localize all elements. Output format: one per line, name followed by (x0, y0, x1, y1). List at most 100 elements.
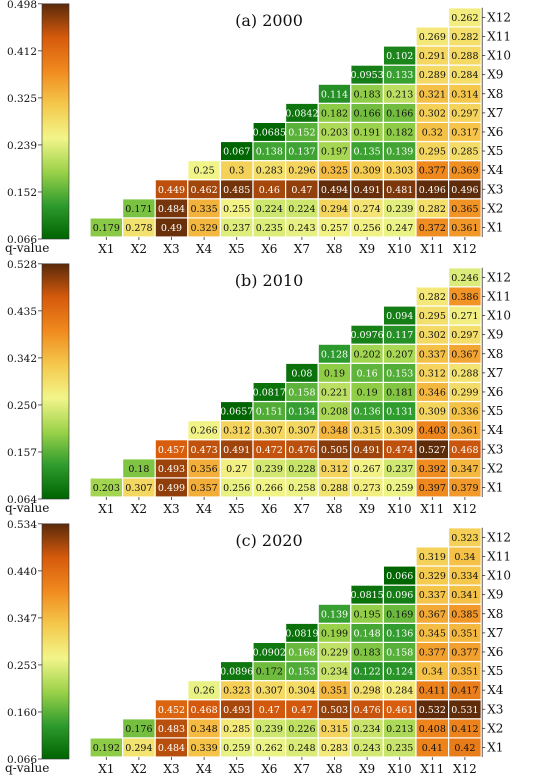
x-tick-label: X9 (359, 762, 375, 776)
cell-value-label: 0.16 (357, 368, 378, 379)
cell-value-label: 0.386 (451, 292, 478, 303)
cell-value-label: 0.468 (190, 705, 217, 716)
y-tick-label: X6 (487, 125, 503, 139)
cell-value-label: 0.377 (419, 647, 446, 658)
cell-value-label: 0.474 (386, 445, 413, 456)
cell-value-label: 0.285 (223, 724, 250, 735)
cell-value-label: 0.346 (419, 387, 446, 398)
x-tick-label: X3 (163, 502, 179, 516)
heatmap-cell (448, 527, 482, 548)
cell-value-label: 0.19 (324, 368, 345, 379)
cell-value-label: 0.295 (419, 311, 446, 322)
colorbar-tick-label: 0.435 (7, 306, 37, 318)
cell-value-label: 0.47 (291, 185, 312, 196)
cell-value-label: 0.19 (357, 387, 378, 398)
y-tick-label: X5 (487, 144, 503, 158)
cell-value-label: 0.34 (422, 667, 443, 678)
y-tick-label: X3 (487, 442, 503, 456)
cell-value-label: 0.315 (353, 426, 380, 437)
cell-value-label: 0.0976 (350, 330, 383, 341)
x-tick-label: X8 (326, 242, 342, 256)
colorbar-tick-label: 0.440 (7, 566, 37, 578)
cell-value-label: 0.0817 (253, 387, 286, 398)
cell-value-label: 0.472 (256, 445, 283, 456)
cell-value-label: 0.411 (419, 686, 446, 697)
x-tick-label: X6 (261, 242, 277, 256)
cell-value-label: 0.08 (291, 368, 312, 379)
colorbar-tick-label: 0.253 (7, 660, 37, 672)
cell-value-label: 0.339 (190, 743, 217, 754)
cell-value-label: 0.237 (223, 223, 250, 234)
y-tick-label: X12 (487, 10, 511, 24)
cell-value-label: 0.066 (386, 571, 413, 582)
cell-value-label: 0.096 (386, 590, 413, 601)
cell-value-label: 0.484 (158, 743, 185, 754)
cell-value-label: 0.0657 (220, 407, 253, 418)
x-tick-label: X5 (229, 762, 245, 776)
x-tick-label: X7 (294, 762, 310, 776)
cell-value-label: 0.317 (451, 127, 478, 138)
cell-value-label: 0.491 (223, 445, 250, 456)
cell-value-label: 0.171 (125, 204, 152, 215)
cell-value-label: 0.323 (223, 686, 250, 697)
cell-value-label: 0.312 (321, 464, 348, 475)
cell-value-label: 0.314 (451, 89, 478, 100)
cell-value-label: 0.094 (386, 311, 413, 322)
x-tick-label: X4 (196, 242, 213, 256)
y-tick-label: X1 (487, 220, 503, 234)
x-tick-label: X2 (131, 762, 147, 776)
cell-value-label: 0.172 (256, 667, 283, 678)
cell-value-label: 0.417 (451, 686, 478, 697)
cell-value-label: 0.259 (386, 483, 413, 494)
panel-title: (c) 2020 (235, 531, 302, 550)
cell-value-label: 0.49 (161, 223, 182, 234)
colorbar-tick-label: 0.066 (7, 234, 37, 246)
x-tick-label: X4 (196, 502, 213, 516)
x-tick-label: X9 (359, 502, 375, 516)
colorbar (41, 3, 70, 240)
cell-value-label: 0.139 (386, 147, 413, 158)
colorbar-tick-label: 0.066 (7, 754, 37, 766)
cell-value-label: 0.259 (223, 743, 250, 754)
panel-title: (b) 2010 (235, 271, 304, 290)
cell-value-label: 0.315 (321, 724, 348, 735)
y-tick-label: X6 (487, 385, 503, 399)
colorbar-title: q-value (5, 761, 49, 775)
cell-value-label: 0.282 (419, 292, 446, 303)
cell-value-label: 0.067 (223, 147, 250, 158)
cell-value-label: 0.365 (451, 204, 478, 215)
cell-value-label: 0.267 (353, 464, 380, 475)
cell-value-label: 0.288 (321, 483, 348, 494)
cell-value-label: 0.274 (353, 204, 380, 215)
cell-value-label: 0.213 (386, 724, 413, 735)
x-tick-label: X11 (420, 502, 444, 516)
y-tick-label: X4 (487, 423, 504, 437)
cell-value-label: 0.348 (321, 426, 348, 437)
cell-value-label: 0.183 (353, 89, 380, 100)
cell-value-label: 0.32 (422, 127, 443, 138)
x-tick-label: X5 (229, 502, 245, 516)
y-tick-label: X8 (487, 87, 503, 101)
cell-value-label: 0.408 (419, 724, 446, 735)
cell-value-label: 0.461 (386, 705, 413, 716)
x-tick-label: X2 (131, 242, 147, 256)
cell-value-label: 0.291 (419, 51, 446, 62)
cell-value-label: 0.151 (256, 407, 283, 418)
cell-value-label: 0.491 (353, 445, 380, 456)
cell-value-label: 0.323 (451, 533, 478, 544)
x-tick-label: X1 (98, 502, 114, 516)
cell-value-label: 0.307 (256, 426, 283, 437)
cell-value-label: 0.131 (386, 407, 413, 418)
cell-value-label: 0.182 (321, 108, 348, 119)
y-tick-label: X11 (487, 29, 511, 43)
cell-value-label: 0.176 (125, 724, 152, 735)
cell-value-label: 0.361 (451, 426, 478, 437)
x-tick-label: X3 (163, 242, 179, 256)
cell-value-label: 0.348 (190, 724, 217, 735)
cell-value-label: 0.295 (419, 147, 446, 158)
colorbar-tick-label: 0.534 (7, 519, 37, 531)
colorbar (41, 523, 70, 760)
cell-value-label: 0.203 (93, 483, 120, 494)
cell-value-label: 0.235 (386, 743, 413, 754)
